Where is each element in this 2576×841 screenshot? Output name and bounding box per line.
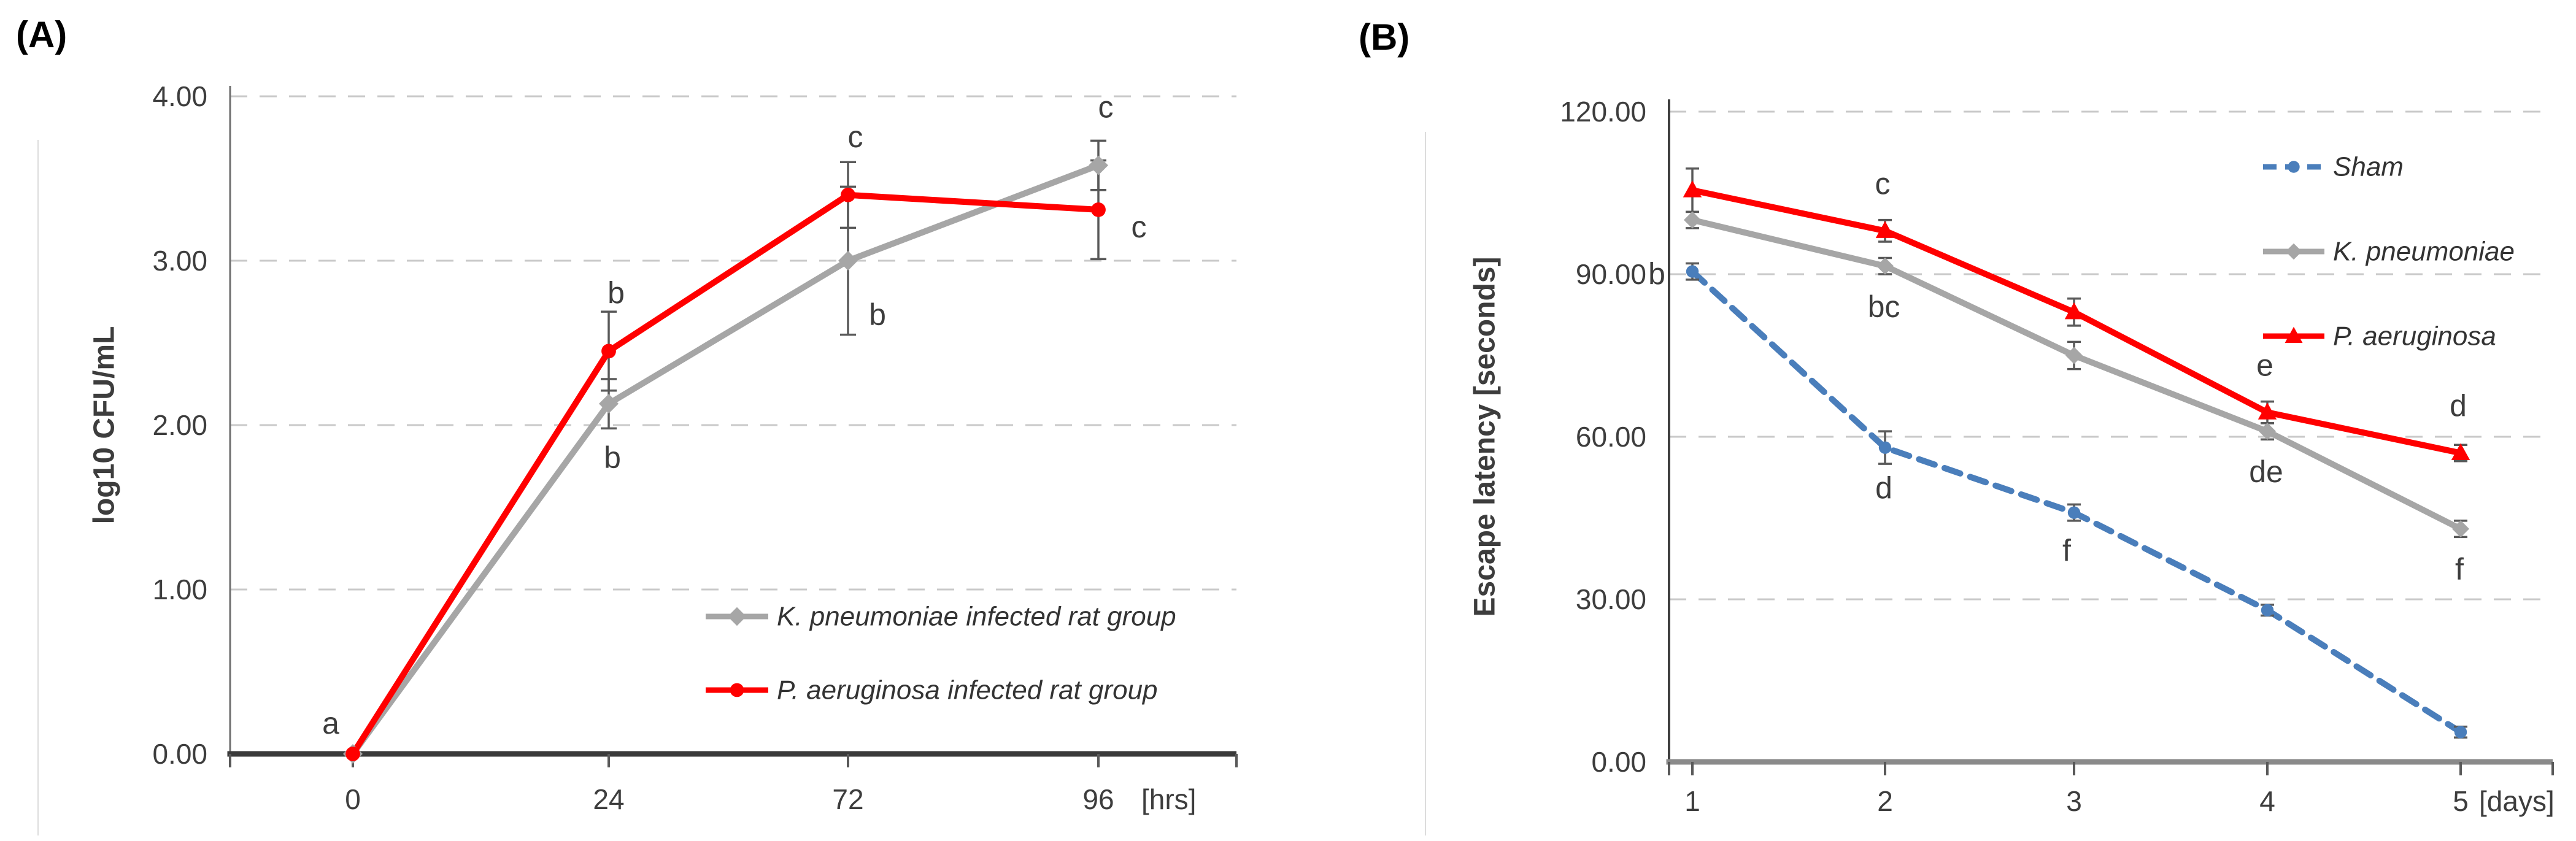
x-tick-label: 5 bbox=[2453, 785, 2469, 817]
data-point-marker bbox=[2285, 326, 2303, 343]
data-point-marker bbox=[345, 747, 360, 761]
x-tick-label: 4 bbox=[2259, 785, 2275, 817]
data-point-marker bbox=[727, 607, 747, 626]
data-point-marker bbox=[2285, 243, 2302, 260]
data-point-marker bbox=[1686, 265, 1699, 278]
panel-a: 0.00 1.00 2.00 3.00 4.00 0 24 72 96 [hrs] log10 CF… bbox=[37, 80, 1238, 835]
data-point-marker bbox=[2261, 604, 2274, 616]
significance-letter: b bbox=[1648, 257, 1665, 291]
legend-item-label: Sham bbox=[2333, 152, 2404, 182]
significance-letter: b bbox=[869, 298, 886, 332]
x-tick-label: 1 bbox=[1684, 785, 1700, 817]
data-point-marker bbox=[601, 344, 616, 359]
panel-b: 0.00 30.00 60.00 90.00 120.00 1 2 3 4 5 [days] Esca… bbox=[1425, 96, 2555, 835]
data-point-marker bbox=[1875, 221, 1895, 238]
legend: K. pneumoniae infected rat group P. aerug… bbox=[706, 602, 1176, 705]
significance-letter: c bbox=[1875, 166, 1891, 201]
y-tick-label: 30.00 bbox=[1576, 583, 1646, 615]
y-tick-label: 1.00 bbox=[152, 574, 207, 605]
y-tick-label: 0.00 bbox=[1591, 746, 1646, 778]
legend-item-label: K. pneumoniae bbox=[2333, 237, 2515, 267]
x-tick-label: 24 bbox=[593, 783, 624, 815]
data-point-marker bbox=[599, 394, 619, 414]
x-tick-label: 3 bbox=[2066, 785, 2082, 817]
legend-item: K. pneumoniae bbox=[2263, 237, 2515, 267]
legend-item: P. aeruginosa infected rat group bbox=[706, 675, 1158, 705]
data-point-marker bbox=[2258, 402, 2277, 420]
y-tick-label: 60.00 bbox=[1576, 421, 1646, 453]
x-tick-label: 0 bbox=[345, 783, 361, 815]
data-point-marker bbox=[2452, 520, 2469, 538]
y-axis-title: log10 CFU/mL bbox=[88, 326, 121, 524]
x-tick-label: 72 bbox=[832, 783, 863, 815]
significance-letter: d bbox=[1875, 471, 1892, 505]
series-line bbox=[350, 191, 1101, 757]
y-tick-label: 4.00 bbox=[152, 80, 207, 112]
data-point-marker bbox=[730, 683, 744, 697]
data-point-marker bbox=[1683, 180, 1702, 198]
legend-item: P. aeruginosa bbox=[2263, 321, 2496, 351]
data-point-marker bbox=[1876, 257, 1894, 275]
y-tick-label: 90.00 bbox=[1576, 258, 1646, 290]
data-point-marker bbox=[2064, 302, 2084, 320]
y-tick-label: 120.00 bbox=[1560, 96, 1646, 128]
significance-letter: bc bbox=[1868, 290, 1900, 324]
x-axis-unit-label: [hrs] bbox=[1141, 783, 1196, 815]
data-point-marker bbox=[2067, 506, 2081, 519]
significance-letter: b bbox=[607, 275, 625, 310]
data-point-marker bbox=[2454, 726, 2467, 739]
x-axis-unit-label: [days] bbox=[2479, 785, 2555, 817]
legend-item: K. pneumoniae infected rat group bbox=[706, 602, 1176, 632]
x-tick-label: 2 bbox=[1877, 785, 1893, 817]
significance-letter: f bbox=[2455, 552, 2464, 586]
legend-item-label: P. aeruginosa infected rat group bbox=[777, 675, 1158, 705]
significance-letter: de bbox=[2249, 455, 2283, 489]
significance-letter: c bbox=[1098, 90, 1114, 125]
significance-letter: d bbox=[2450, 389, 2467, 423]
y-tick-label: 0.00 bbox=[152, 738, 207, 770]
legend: Sham K. pneumoniae P. aeruginosa bbox=[2263, 152, 2515, 351]
data-point-marker bbox=[1878, 441, 1892, 454]
data-point-marker bbox=[2259, 423, 2276, 440]
data-point-marker bbox=[1684, 211, 1701, 229]
significance-letter: c bbox=[1132, 210, 1147, 244]
y-tick-label: 3.00 bbox=[152, 245, 207, 277]
y-tick-label: 2.00 bbox=[152, 409, 207, 441]
significance-letter: b bbox=[604, 440, 621, 475]
panel-label-b: (B) bbox=[1359, 17, 1410, 58]
series-line bbox=[350, 162, 1101, 757]
data-point-marker bbox=[838, 251, 858, 271]
data-point-marker bbox=[2451, 443, 2470, 461]
legend-item-label: K. pneumoniae infected rat group bbox=[777, 602, 1176, 632]
legend-item: Sham bbox=[2263, 152, 2404, 182]
data-point-marker bbox=[2065, 347, 2083, 364]
data-point-marker bbox=[1089, 155, 1108, 175]
y-axis-title: Escape latency [seconds] bbox=[1469, 257, 1502, 617]
panel-label-a: (A) bbox=[16, 14, 67, 55]
significance-letter: f bbox=[2062, 534, 2071, 568]
significance-letter: c bbox=[848, 120, 863, 154]
significance-letter: a bbox=[322, 706, 339, 740]
data-point-marker bbox=[2288, 161, 2300, 173]
x-tick-label: 96 bbox=[1082, 783, 1114, 815]
data-point-marker bbox=[1091, 202, 1106, 217]
legend-item-label: P. aeruginosa bbox=[2333, 321, 2496, 351]
significance-letter: e bbox=[2256, 348, 2273, 382]
data-point-marker bbox=[841, 187, 855, 202]
